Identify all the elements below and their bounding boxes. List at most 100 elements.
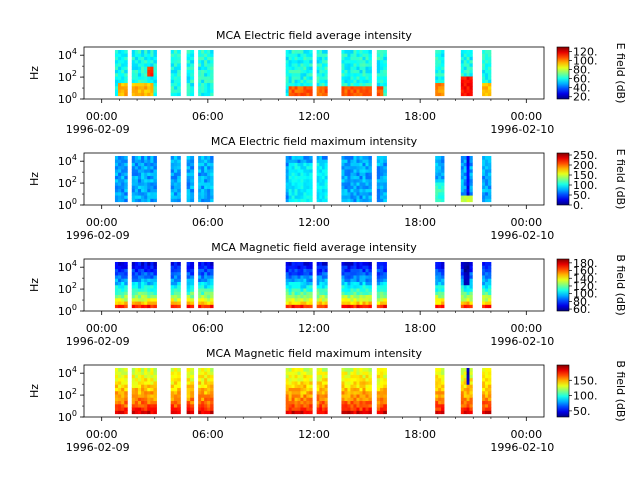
spectrogram-cell bbox=[306, 59, 310, 64]
spectrogram-cell bbox=[114, 169, 119, 173]
spectrogram-cell bbox=[137, 400, 142, 405]
spectrogram-cell bbox=[435, 195, 439, 199]
y-tick-label: 102 bbox=[58, 387, 77, 402]
spectrogram-cell bbox=[204, 53, 208, 57]
spectrogram-cell bbox=[344, 403, 348, 408]
spectrogram-cell bbox=[438, 63, 442, 67]
spectrogram-cell bbox=[321, 271, 326, 276]
spectrogram-cell bbox=[294, 384, 298, 388]
spectrogram-cell bbox=[204, 407, 208, 411]
spectrogram-cell bbox=[300, 261, 304, 266]
spectrogram-cell bbox=[376, 397, 381, 402]
spectrogram-cell bbox=[300, 56, 304, 61]
spectrogram-cell bbox=[324, 188, 328, 193]
spectrogram-cell bbox=[207, 72, 211, 77]
spectrogram-cell bbox=[297, 381, 301, 385]
spectrogram-cell bbox=[291, 72, 295, 77]
spectrogram-cell bbox=[466, 387, 470, 392]
spectrogram-cell bbox=[134, 281, 139, 286]
spectrogram-cell bbox=[380, 291, 384, 296]
spectrogram-cell bbox=[190, 297, 195, 302]
spectrogram-cell bbox=[177, 92, 181, 97]
spectrogram-cell bbox=[344, 79, 348, 84]
spectrogram-cell bbox=[485, 169, 489, 173]
spectrogram-cell bbox=[380, 387, 384, 392]
colorbar-tick-label: 100. bbox=[573, 390, 598, 403]
spectrogram-cell bbox=[118, 178, 122, 183]
spectrogram-cell bbox=[134, 89, 139, 93]
spectrogram-cell bbox=[324, 394, 328, 398]
spectrogram bbox=[114, 261, 492, 309]
spectrogram-cell bbox=[482, 89, 486, 93]
spectrogram-cell bbox=[170, 182, 175, 186]
spectrogram-cell bbox=[204, 195, 208, 199]
spectrogram-cell bbox=[380, 191, 384, 196]
spectrogram-cell bbox=[153, 159, 157, 163]
spectrogram-cell bbox=[435, 371, 439, 375]
spectrogram-cell bbox=[441, 72, 445, 77]
spectrogram-cell bbox=[297, 265, 301, 269]
spectrogram-cell bbox=[300, 182, 304, 186]
spectrogram-cell bbox=[141, 185, 145, 190]
spectrogram-cell bbox=[131, 56, 136, 61]
spectrogram-cell bbox=[359, 85, 363, 90]
spectrogram-cell bbox=[291, 59, 295, 64]
spectrogram-cell bbox=[150, 390, 154, 395]
spectrogram-cell bbox=[487, 56, 492, 61]
spectrogram-cell bbox=[487, 377, 492, 382]
spectrogram-cell bbox=[482, 275, 486, 279]
spectrogram-cell bbox=[170, 198, 175, 203]
spectrogram-cell bbox=[383, 188, 387, 193]
spectrogram-cell bbox=[198, 175, 202, 180]
spectrogram-cell bbox=[198, 381, 202, 385]
spectrogram-cell bbox=[463, 76, 467, 80]
spectrogram-cell bbox=[297, 178, 301, 183]
spectrogram-cell bbox=[321, 72, 326, 77]
spectrogram-cell bbox=[347, 288, 351, 292]
spectrogram-cell bbox=[353, 387, 357, 392]
spectrogram-cell bbox=[356, 410, 360, 415]
spectrogram-cell bbox=[469, 367, 473, 372]
spectrogram-cell bbox=[356, 268, 360, 273]
spectrogram-cell bbox=[316, 261, 320, 266]
spectrogram-cell bbox=[350, 410, 354, 415]
spectrogram-cell bbox=[306, 182, 310, 186]
spectrogram-cell bbox=[438, 53, 442, 57]
spectrogram-cell bbox=[347, 387, 351, 392]
spectrogram-cell bbox=[380, 82, 384, 87]
spectrogram-cell bbox=[466, 297, 470, 302]
spectrogram-cell bbox=[134, 172, 139, 176]
spectrogram-cell bbox=[460, 82, 465, 87]
spectrogram-cell bbox=[319, 297, 323, 302]
spectrogram-cell bbox=[131, 76, 136, 80]
spectrogram-cell bbox=[134, 397, 139, 402]
spectrogram-cell bbox=[460, 304, 465, 309]
spectrogram-cell bbox=[383, 182, 387, 186]
spectrogram-cell bbox=[466, 403, 470, 408]
spectrogram-cell bbox=[210, 165, 214, 170]
spectrogram-cell bbox=[324, 407, 328, 411]
spectrogram-cell bbox=[134, 53, 139, 57]
spectrogram-cell bbox=[291, 410, 295, 415]
spectrogram-cell bbox=[288, 175, 292, 180]
spectrogram-cell bbox=[134, 294, 139, 299]
spectrogram-cell bbox=[201, 191, 205, 196]
spectrogram-cell bbox=[383, 261, 387, 266]
spectrogram-cell bbox=[435, 281, 439, 286]
spectrogram-cell bbox=[147, 56, 151, 61]
spectrogram-cell bbox=[441, 294, 445, 299]
spectrogram-cell bbox=[441, 275, 445, 279]
spectrogram-cell bbox=[190, 155, 195, 160]
spectrogram-cell bbox=[131, 182, 136, 186]
spectrogram-cell bbox=[201, 377, 205, 382]
spectrogram-cell bbox=[147, 297, 151, 302]
spectrogram-cell bbox=[150, 195, 154, 199]
spectrogram-cell bbox=[285, 301, 290, 305]
spectrogram-cell bbox=[487, 403, 492, 408]
spectrogram-cell bbox=[204, 297, 208, 302]
spectrogram-cell bbox=[466, 63, 470, 67]
spectrogram-cell bbox=[141, 284, 145, 289]
spectrogram-cell bbox=[482, 294, 486, 299]
spectrogram-cell bbox=[137, 268, 142, 273]
spectrogram-cell bbox=[177, 76, 181, 80]
